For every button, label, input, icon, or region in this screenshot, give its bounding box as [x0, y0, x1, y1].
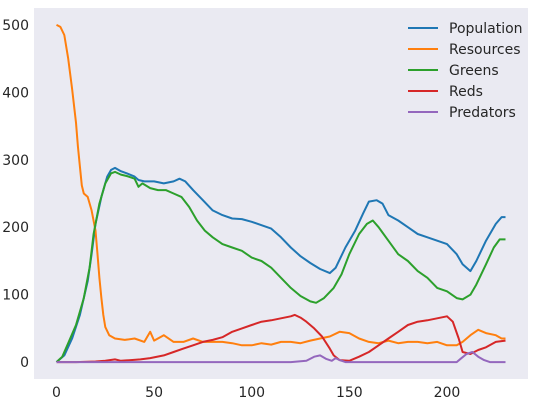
series-line-reds [56, 313, 506, 364]
y-tick-label: 300 [2, 153, 29, 169]
y-tick-label: 0 [20, 355, 29, 371]
series-layer [55, 24, 506, 364]
series-line-greens [55, 170, 506, 363]
legend-label-predators: Predators [449, 105, 516, 121]
x-tick-label: 100 [238, 385, 265, 401]
y-tick-label: 100 [2, 288, 29, 304]
x-tick-label: 150 [336, 385, 363, 401]
x-tick-label: 0 [52, 385, 61, 401]
series-line-resources [56, 24, 506, 347]
y-tick-label: 400 [2, 85, 29, 101]
legend-label-greens: Greens [449, 63, 499, 79]
x-tick-label: 200 [434, 385, 461, 401]
legend: Population Resources Greens Reds Predators [408, 21, 523, 121]
series-line-predators [56, 351, 506, 364]
legend-label-reds: Reds [449, 84, 483, 100]
y-tick-label: 200 [2, 220, 29, 236]
y-tick-label: 500 [2, 18, 29, 34]
series-line-population [55, 166, 506, 363]
x-axis-ticks: 0 50 100 150 200 [52, 385, 460, 401]
legend-label-population: Population [449, 21, 523, 37]
legend-label-resources: Resources [449, 42, 521, 58]
y-axis-ticks: 0 100 200 300 400 500 [2, 18, 29, 371]
x-tick-label: 50 [145, 385, 163, 401]
